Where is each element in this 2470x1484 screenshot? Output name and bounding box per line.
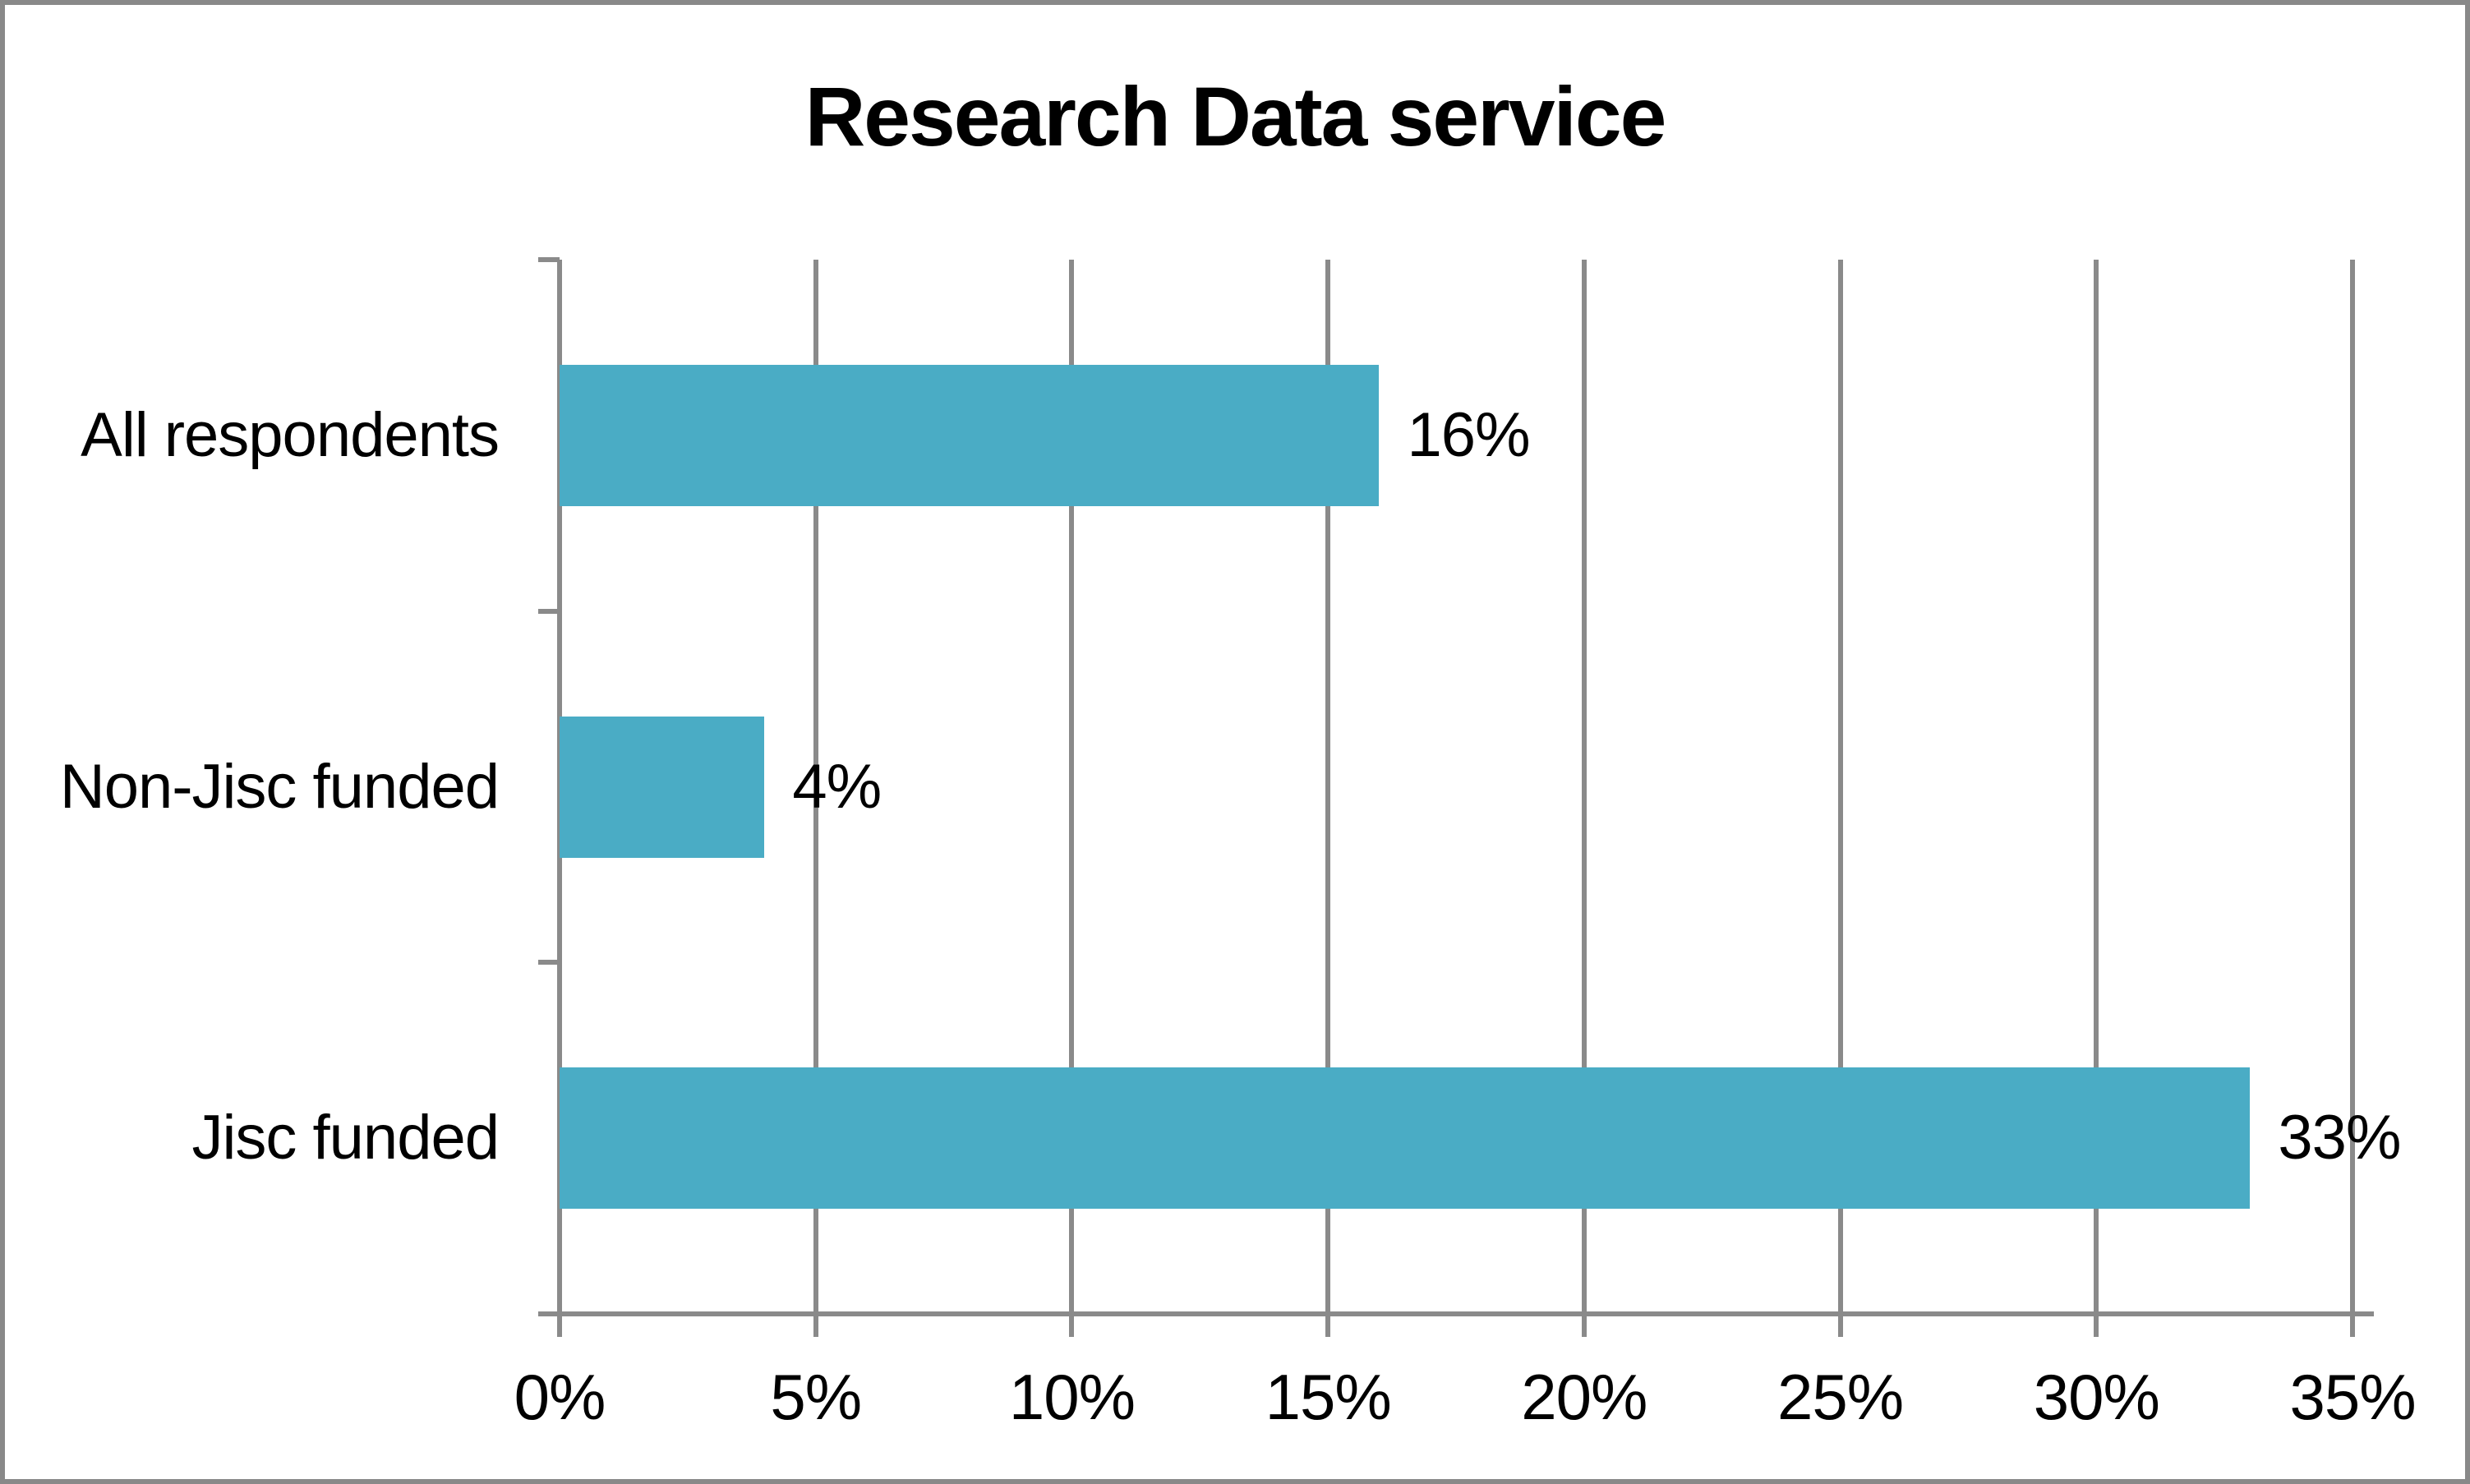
gridline <box>1837 260 1843 1337</box>
gridline <box>813 260 818 1337</box>
bar <box>560 364 1380 506</box>
category-axis-tick <box>538 960 560 966</box>
x-tick-label: 35% <box>2289 1361 2416 1433</box>
category-label: Jisc funded <box>191 1103 500 1173</box>
bar <box>560 1067 2251 1210</box>
x-tick-label: 10% <box>1008 1361 1136 1433</box>
x-tick-label: 20% <box>1521 1361 1647 1433</box>
bar-value-label: 33% <box>2278 1103 2401 1173</box>
bar-value-label: 4% <box>792 751 882 822</box>
gridline <box>2094 260 2099 1337</box>
x-tick-label: 5% <box>770 1361 862 1433</box>
chart-title: Research Data service <box>804 70 1667 164</box>
category-label: All respondents <box>81 399 500 470</box>
category-axis-tick <box>538 257 560 262</box>
gridline <box>1069 260 1075 1337</box>
category-label: Non-Jisc funded <box>59 751 500 822</box>
x-tick-label: 0% <box>514 1361 606 1433</box>
x-tick-label: 25% <box>1777 1361 1904 1433</box>
gridline <box>1325 260 1331 1337</box>
category-axis-tick <box>538 608 560 614</box>
gridline <box>1581 260 1587 1337</box>
plot-area: 16% All respondents 4% Non-Jisc funded 33% Ji… <box>5 5 2465 1479</box>
gridline <box>2350 260 2355 1337</box>
bar <box>560 716 765 858</box>
x-tick-label: 30% <box>2033 1361 2160 1433</box>
bar-value-label: 16% <box>1407 399 1530 470</box>
x-tick-label: 15% <box>1265 1361 1392 1433</box>
x-axis-line <box>538 1311 2374 1316</box>
